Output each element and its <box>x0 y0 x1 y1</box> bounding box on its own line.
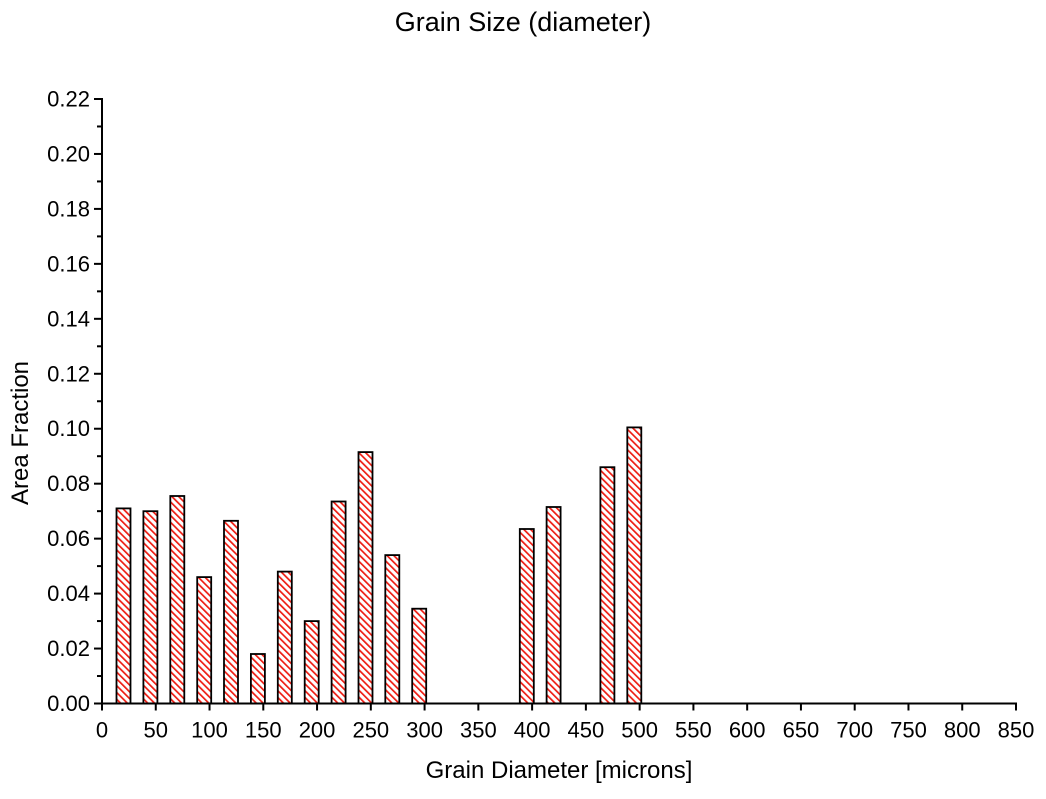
y-tick-label: 0.16 <box>47 251 90 276</box>
x-tick-label: 650 <box>783 718 820 743</box>
bar <box>249 653 266 705</box>
x-tick-label: 100 <box>191 718 228 743</box>
x-tick-label: 800 <box>944 718 981 743</box>
bar <box>357 451 374 705</box>
x-tick-label: 200 <box>299 718 336 743</box>
x-tick-label: 750 <box>890 718 927 743</box>
y-tick-label: 0.18 <box>47 196 90 221</box>
y-tick-label: 0.08 <box>47 471 90 496</box>
bar <box>142 510 159 705</box>
bar <box>303 620 320 705</box>
y-tick-label: 0.20 <box>47 141 90 166</box>
x-tick-label: 250 <box>352 718 389 743</box>
y-tick-label: 0.14 <box>47 306 90 331</box>
bar <box>411 607 428 705</box>
x-tick-label: 550 <box>675 718 712 743</box>
bar <box>626 426 643 705</box>
bar <box>223 519 239 705</box>
x-axis-label: Grain Diameter [microns] <box>425 757 693 784</box>
chart-title: Grain Size (diameter) <box>394 7 652 37</box>
bar <box>545 506 562 705</box>
bar <box>330 500 347 705</box>
x-tick-label: 500 <box>621 718 658 743</box>
bar <box>599 466 616 705</box>
y-tick-label: 0.22 <box>47 87 90 112</box>
x-tick-label: 400 <box>514 718 551 743</box>
y-tick-label: 0.06 <box>47 526 90 551</box>
x-tick-label: 150 <box>245 718 282 743</box>
x-tick-label: 300 <box>406 718 443 743</box>
x-tick-label: 0 <box>96 718 108 743</box>
x-tick-label: 600 <box>729 718 766 743</box>
bar <box>115 507 132 705</box>
bar <box>196 576 213 705</box>
y-tick-label: 0.10 <box>47 416 90 441</box>
bar <box>169 495 186 705</box>
y-tick-label: 0.04 <box>47 581 90 606</box>
y-tick-label: 0.02 <box>47 636 90 661</box>
y-tick-label: 0.12 <box>47 361 90 386</box>
x-tick-label: 450 <box>568 718 605 743</box>
x-tick-label: 850 <box>998 718 1035 743</box>
x-tick-label: 350 <box>460 718 497 743</box>
bar <box>518 528 535 705</box>
y-tick-label: 0.00 <box>47 691 90 716</box>
x-tick-label: 50 <box>144 718 168 743</box>
bar <box>276 570 293 705</box>
x-tick-label: 700 <box>836 718 873 743</box>
bar <box>384 554 401 705</box>
